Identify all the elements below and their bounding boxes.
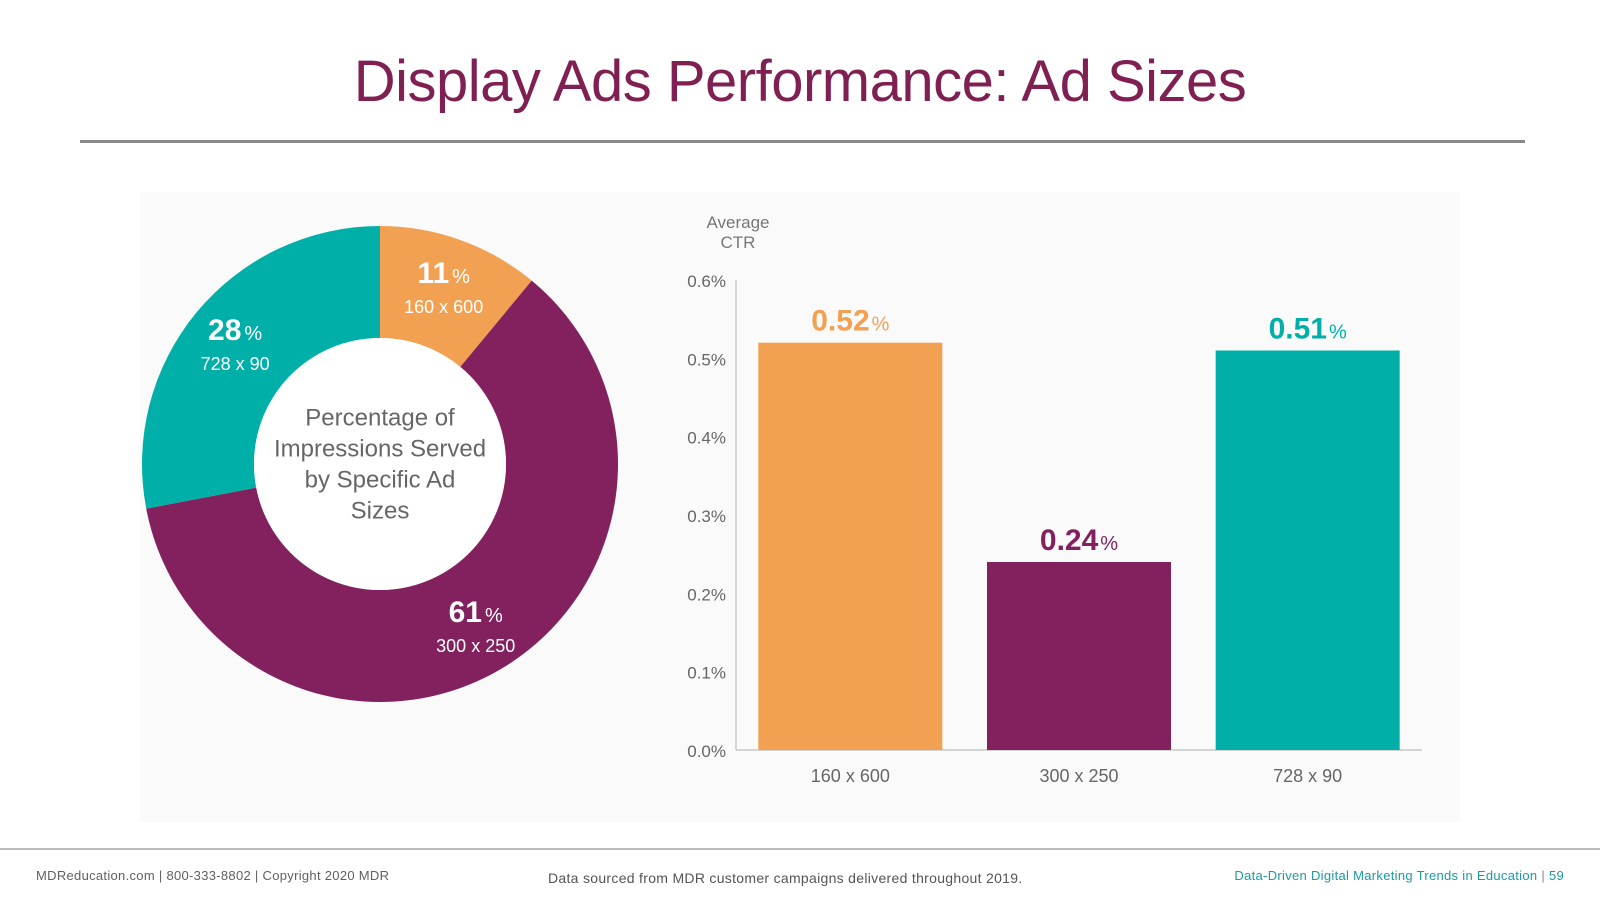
y-tick-label: 0.1% — [687, 664, 726, 683]
x-tick-label: 300 x 250 — [1039, 766, 1118, 786]
y-axis-title-line: Average — [706, 213, 769, 232]
footer-report-title: Data-Driven Digital Marketing Trends in … — [1234, 868, 1564, 883]
donut-slice-value: 61% — [449, 596, 503, 629]
chart-panel: 11% 160 x 600 61% 300 x 250 28% 728 x 90 Perce… — [140, 192, 1460, 822]
footer-divider — [0, 848, 1600, 850]
x-tick-label: 160 x 600 — [811, 766, 890, 786]
donut-slice-label: 728 x 90 — [201, 354, 270, 374]
donut-slice-label: 300 x 250 — [436, 636, 515, 656]
y-tick-label: 0.6% — [687, 272, 726, 291]
bar-value-label: 0.24% — [1040, 524, 1118, 557]
footer-separator: | — [1541, 868, 1546, 883]
title-divider — [80, 140, 1525, 143]
y-tick-label: 0.2% — [687, 585, 726, 604]
bar-value-suffix: % — [1329, 322, 1347, 344]
bar-value-suffix: % — [872, 314, 890, 336]
donut-slice-1 — [380, 226, 532, 367]
donut-hole — [254, 338, 506, 590]
bar-value-label: 0.51% — [1269, 313, 1347, 346]
footer-contact: MDReducation.com | 800-333-8802 | Copyri… — [36, 868, 390, 883]
donut-center-label-line: by Specific Ad — [305, 467, 456, 494]
donut-slice-suffix: % — [452, 266, 470, 288]
donut-center-label-line: Impressions Served — [274, 436, 486, 463]
bar-2 — [987, 562, 1171, 750]
y-axis-title-line: CTR — [721, 233, 756, 252]
donut-center-label-line: Percentage of — [305, 405, 455, 432]
bar-value-label: 0.52% — [811, 305, 889, 338]
bar-3 — [1215, 350, 1400, 750]
donut-slice-suffix: % — [244, 323, 262, 345]
page-title: Display Ads Performance: Ad Sizes — [353, 49, 1247, 114]
donut-slice-2 — [146, 280, 618, 702]
y-tick-label: 0.4% — [687, 429, 726, 448]
donut-slice-3 — [141, 226, 380, 509]
donut-slice-suffix: % — [485, 605, 503, 627]
y-tick-label: 0.3% — [687, 507, 726, 526]
bar-value-suffix: % — [1100, 533, 1118, 555]
y-tick-label: 0.5% — [687, 350, 726, 369]
page-number: 59 — [1548, 868, 1564, 883]
footer-source-note: Data sourced from MDR customer campaigns… — [548, 870, 1023, 886]
donut-slice-value: 11% — [417, 257, 470, 290]
bar-1 — [758, 342, 943, 750]
donut-slice-label: 160 x 600 — [404, 297, 483, 317]
footer-report-name: Data-Driven Digital Marketing Trends in … — [1234, 868, 1538, 883]
x-tick-label: 728 x 90 — [1273, 766, 1342, 786]
y-tick-label: 0.0% — [687, 742, 726, 761]
donut-center-label-line: Sizes — [351, 498, 410, 525]
